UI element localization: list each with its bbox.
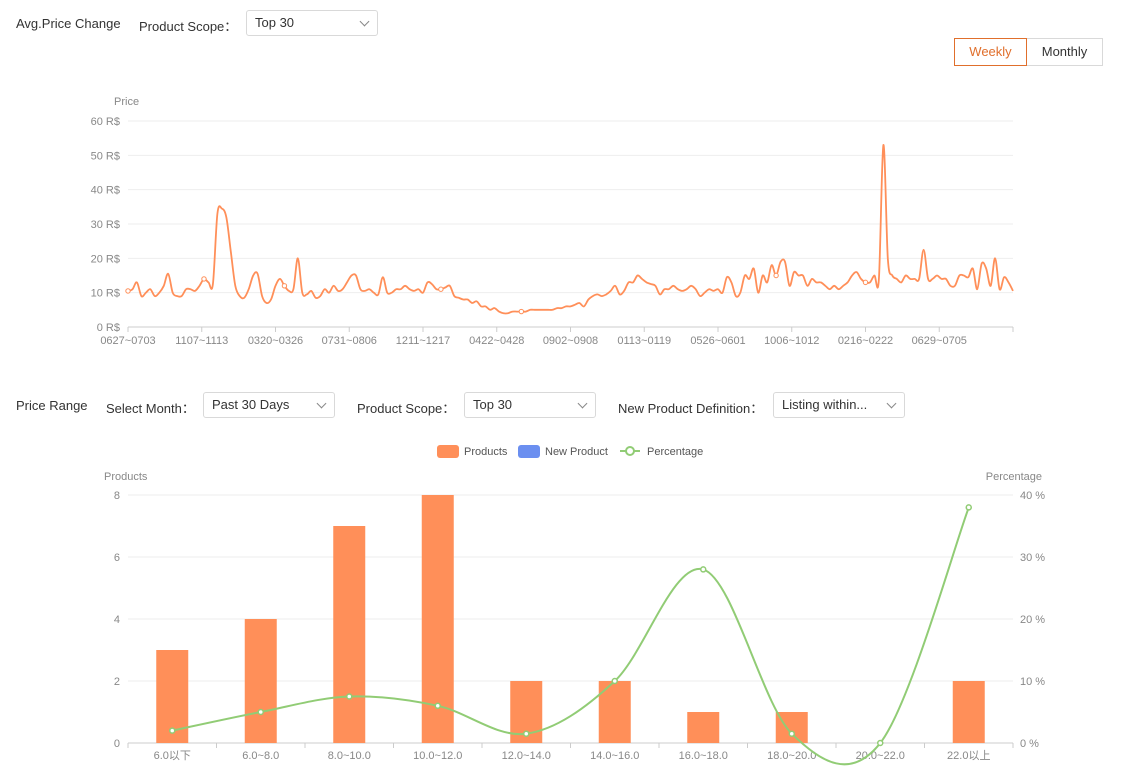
line-y-tick-label: 40 R$	[91, 185, 120, 197]
price-point	[125, 288, 131, 294]
line-y-tick-label: 20 R$	[91, 253, 120, 265]
bar-x-tick-label: 6.0~8.0	[242, 750, 279, 762]
product-scope-label-2: Product Scope：	[357, 401, 456, 416]
price-series-line	[127, 144, 1014, 315]
percentage-point	[434, 702, 441, 710]
bar-y-tick-label: 6	[114, 552, 120, 564]
percentage-point	[169, 727, 176, 734]
bar-x-tick-label: 22.0以上	[947, 749, 990, 762]
bar-y2-tick-label: 40 %	[1020, 490, 1045, 502]
legend-label: Percentage	[647, 446, 703, 458]
line-x-tick-label: 0526~0601	[690, 335, 745, 347]
product-scope-select-top[interactable]: Top 30	[246, 10, 378, 36]
bar-y-axis-title: Products	[104, 471, 148, 483]
legend-label: New Product	[545, 446, 608, 458]
line-y-tick-label: 10 R$	[91, 288, 120, 300]
section-title-price-range: Price Range	[16, 398, 88, 413]
line-x-tick-label: 0902~0908	[543, 335, 598, 347]
chevron-down-icon	[886, 398, 897, 409]
line-y-tick-label: 60 R$	[91, 116, 120, 128]
bar-x-tick-label: 20.0~22.0	[856, 750, 905, 762]
new-product-definition-select[interactable]: Listing within...	[773, 392, 905, 418]
bar-y-tick-label: 2	[114, 676, 120, 688]
bar-y2-axis-title: Percentage	[986, 471, 1042, 483]
percentage-point	[788, 730, 795, 737]
products-bar	[952, 681, 985, 743]
bar-x-tick-label: 10.0~12.0	[413, 750, 462, 762]
products-bar	[333, 526, 366, 743]
product-scope-label: Product Scope：	[139, 19, 238, 34]
legend-percentage-marker	[625, 446, 635, 456]
bar-x-tick-label: 8.0~10.0	[328, 750, 371, 762]
chevron-down-icon	[359, 16, 370, 27]
products-bar	[244, 619, 277, 743]
section-title-price-change: Avg.Price Change	[16, 16, 121, 31]
line-x-tick-label: 0627~0703	[100, 335, 155, 347]
products-bar	[687, 712, 720, 743]
bar-x-tick-label: 6.0以下	[154, 750, 191, 762]
line-x-tick-label: 0731~0806	[322, 335, 377, 347]
select-month-label: Select Month：	[106, 401, 195, 416]
percentage-point	[257, 708, 264, 716]
line-y-tick-label: 30 R$	[91, 219, 120, 231]
bar-y-tick-label: 0	[114, 738, 120, 750]
new-product-definition-value: Listing within...	[782, 397, 868, 412]
line-x-tick-label: 0320~0326	[248, 335, 303, 347]
bar-y2-tick-label: 30 %	[1020, 552, 1045, 564]
select-month-value: Past 30 Days	[212, 397, 290, 412]
line-x-tick-label: 1006~1012	[764, 335, 819, 347]
line-x-tick-label: 1107~1113	[175, 335, 228, 347]
percentage-point	[523, 730, 530, 737]
percentage-point	[965, 504, 972, 511]
price-point	[438, 286, 444, 292]
select-month-dropdown[interactable]: Past 30 Days	[203, 392, 335, 418]
bar-x-tick-label: 18.0~20.0	[767, 750, 816, 762]
bar-y-tick-label: 4	[114, 614, 120, 626]
product-scope-value-2: Top 30	[473, 397, 513, 412]
line-y-axis-title: Price	[114, 96, 139, 108]
chevron-down-icon	[316, 398, 327, 409]
products-bar	[775, 712, 808, 743]
price-point	[201, 276, 207, 282]
price-point	[862, 279, 869, 286]
price-point	[281, 283, 288, 289]
products-bar	[421, 495, 454, 743]
bar-y2-tick-label: 0 %	[1020, 738, 1039, 750]
bar-x-tick-label: 14.0~16.0	[590, 750, 639, 762]
legend-label: Products	[464, 446, 508, 458]
line-x-tick-label: 0422~0428	[469, 335, 524, 347]
price-point	[773, 272, 779, 279]
line-x-tick-label: 0629~0705	[912, 335, 967, 347]
line-y-tick-label: 50 R$	[91, 150, 120, 162]
line-x-tick-label: 0216~0222	[838, 335, 893, 347]
percentage-point	[877, 739, 884, 747]
new-product-definition-label: New Product Definition：	[618, 401, 764, 416]
price-point	[518, 308, 525, 315]
weekly-toggle-button[interactable]: Weekly	[954, 38, 1027, 66]
price-line-chart: Price 0 R$ 10 R$ 20 R$ 30 R$ 40 R$ 50 R$ 60 R$ 0…	[91, 96, 1014, 347]
bar-x-tick-label: 16.0~18.0	[679, 750, 728, 762]
monthly-toggle-button[interactable]: Monthly	[1026, 38, 1103, 66]
bar-x-tick-label: 12.0~14.0	[502, 750, 551, 762]
legend-swatch	[437, 445, 459, 458]
percentage-point	[346, 693, 353, 700]
line-x-tick-label: 1211~1217	[396, 335, 451, 347]
legend-swatch	[518, 445, 540, 458]
chevron-down-icon	[577, 398, 588, 409]
bar-y2-tick-label: 10 %	[1020, 676, 1045, 688]
percentage-series-line	[172, 507, 970, 766]
bar-y-tick-label: 8	[114, 490, 120, 502]
bar-y2-tick-label: 20 %	[1020, 614, 1045, 626]
percentage-point	[611, 677, 618, 685]
line-y-tick-label: 0 R$	[97, 322, 120, 334]
percentage-point	[700, 566, 707, 573]
line-x-tick-label: 0113~0119	[617, 335, 671, 347]
product-scope-select-bottom[interactable]: Top 30	[464, 392, 596, 418]
product-scope-value: Top 30	[255, 15, 295, 30]
price-range-bar-chart: Products New Product Percentage Products Per…	[104, 445, 1045, 766]
